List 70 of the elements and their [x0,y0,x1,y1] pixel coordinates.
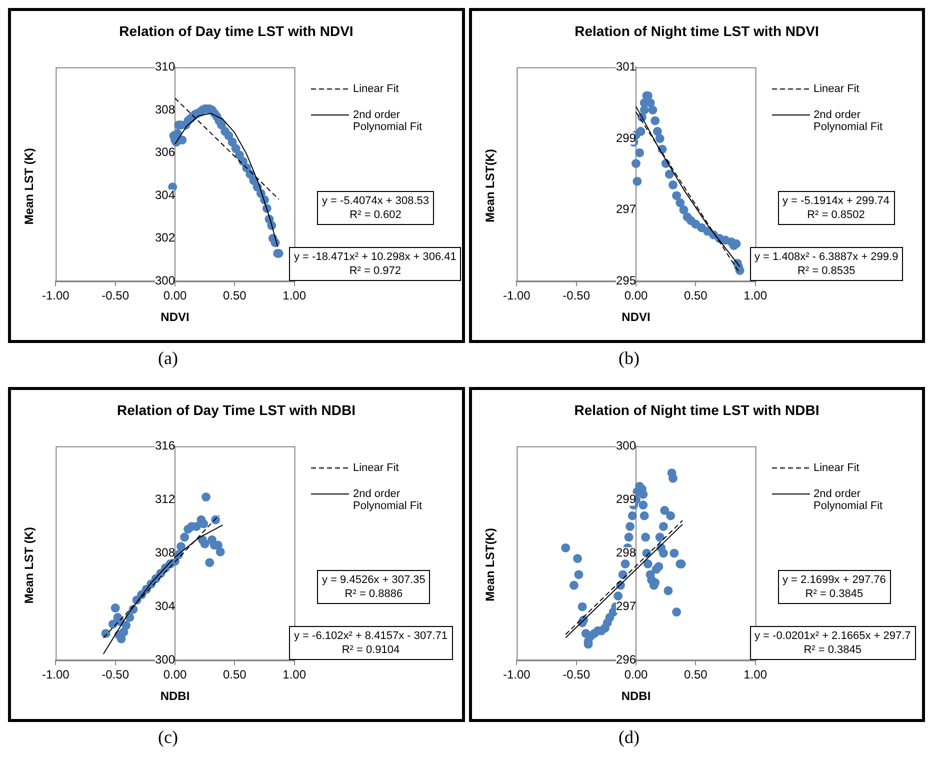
y-tick-label: 302 [154,230,176,245]
annotation: y = -0.0201x² + 2.1665x + 297.7 R² = 0.3845 [750,626,916,660]
x-tick-label: 1.00 [282,668,306,682]
x-tick-label: 1.00 [282,288,306,303]
y-tick-label: 300 [154,652,176,667]
legend-label: Linear Fit [353,83,400,95]
x-tick-label: -0.50 [102,668,130,682]
text: (c) [157,726,179,749]
x-tick-label: -0.50 [562,288,590,303]
y-tick-label: 306 [154,145,176,160]
y-tick-label: 310 [154,60,176,74]
y-tick-label: 296 [615,652,636,667]
y-tick-label: 295 [615,274,636,288]
legend-label: Linear Fit [353,462,400,474]
x-axis-title: NDVI [160,310,190,324]
y-axis-title: Mean LST (K) [22,148,36,224]
text: (b) [618,347,640,370]
y-tick-label: 297 [615,599,636,614]
text: y = 9.4526x + 307.35 R² = 0.8886 [317,570,430,604]
annotation: y = -6.102x² + 8.4157x - 307.71 R² = 0.9104 [289,626,452,660]
y-tick-label: 304 [154,599,176,614]
chart-title: Relation of Night time LST with NDBI [573,402,820,418]
chart-title: Relation of Day Time LST with NDBI [116,402,357,418]
x-tick-label: -1.00 [502,288,530,303]
annotation: y = -18.471x² + 10.298x + 306.41 R² = 0.972 [289,247,462,281]
y-tick-label: 301 [615,60,636,74]
x-tick-label: -1.00 [42,288,70,303]
x-tick-label: -1.00 [42,668,70,682]
legend-label: Linear Fit [814,462,860,474]
chart-title: Relation of Night time LST with NDVI [574,23,820,39]
x-axis-title: NDBI [620,689,650,704]
x-tick-label: 0.00 [163,668,187,682]
text: y = -5.1914x + 299.74 R² = 0.8502 [778,191,895,225]
x-tick-label: 0.50 [683,288,708,303]
text: y = -5.4074x + 308.53 R² = 0.602 [317,191,434,225]
x-tick-label: -1.00 [502,668,530,682]
text: (d) [618,726,640,749]
y-axis-title: Mean LST(K) [482,149,496,223]
x-tick-label: 0.50 [222,288,247,303]
legend-label: 2nd order Polynomial Fit [814,488,884,512]
y-tick-label: 312 [154,492,176,506]
y-tick-label: 308 [154,102,176,116]
y-tick-label: 300 [615,438,636,453]
annotation: y = 1.408x² - 6.3887x + 299.9 R² = 0.8535 [750,247,904,281]
x-tick-label: -0.50 [562,668,590,682]
y-axis-title: Mean LST(K) [482,528,496,602]
x-tick-label: 0.00 [624,288,648,303]
x-tick-label: -0.50 [102,288,130,303]
y-tick-label: 298 [615,546,636,560]
x-tick-label: 0.50 [222,668,247,682]
text: y = 2.1699x + 297.76 R² = 0.3845 [778,570,891,604]
x-tick-label: 1.00 [743,668,767,682]
y-tick-label: 304 [154,188,176,202]
x-axis-title: NDVI [621,310,650,324]
chart-title: Relation of Day time LST with NDVI [118,23,354,39]
x-axis-title: NDBI [160,689,190,704]
y-tick-label: 300 [154,274,176,288]
legend-label: 2nd order Polynomial Fit [353,109,424,133]
text: (a) [157,347,179,370]
x-tick-label: 0.00 [624,668,648,682]
legend-label: Linear Fit [814,83,860,95]
y-tick-label: 297 [615,202,636,216]
x-tick-label: 0.00 [163,288,187,303]
y-tick-label: 308 [154,546,176,560]
y-axis-title: Mean LST (K) [22,526,36,604]
y-tick-label: 316 [154,438,176,453]
x-tick-label: 1.00 [743,288,767,303]
x-tick-label: 0.50 [683,668,708,682]
legend-label: 2nd order Polynomial Fit [814,109,884,133]
legend-label: 2nd order Polynomial Fit [353,488,424,512]
